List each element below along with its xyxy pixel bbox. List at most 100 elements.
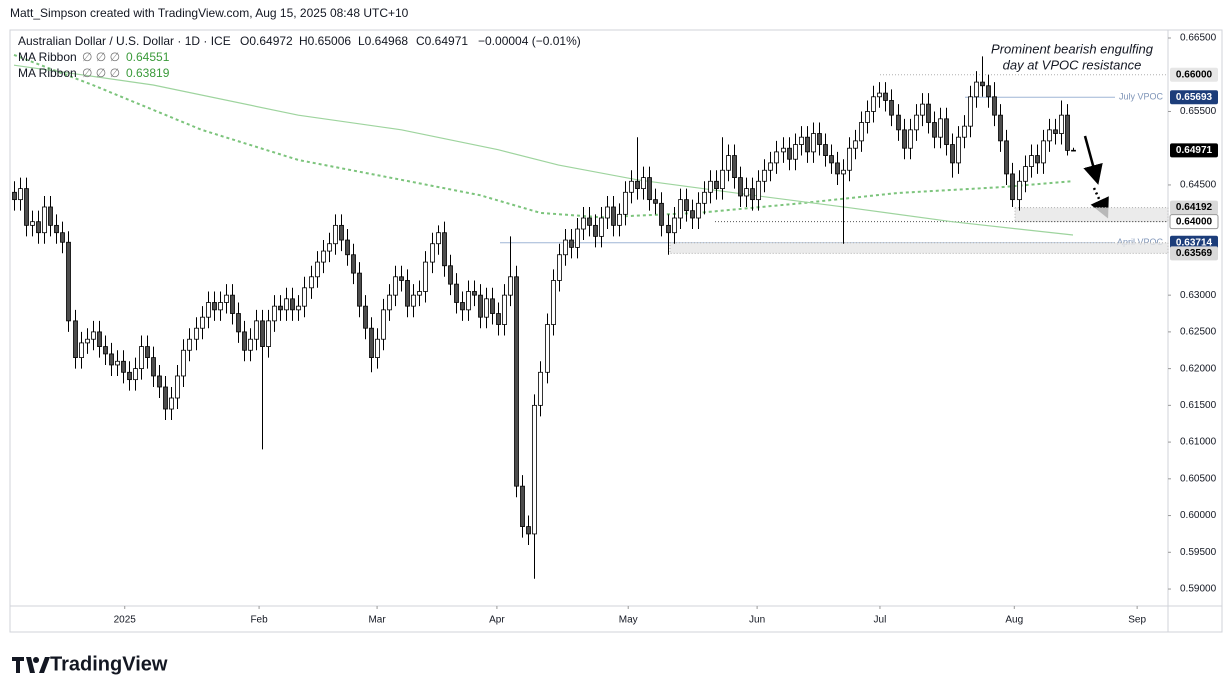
logo-mark <box>12 657 50 673</box>
candle-body <box>538 371 543 406</box>
candle-body <box>54 224 59 234</box>
candle-body <box>387 294 392 311</box>
candle-body <box>466 291 471 311</box>
level-tag: 0.63569 <box>1176 248 1213 259</box>
x-tick-label: Aug <box>1005 615 1023 626</box>
candle-body <box>986 85 991 98</box>
legend-params: ∅ ∅ ∅ <box>82 66 120 80</box>
candle-body <box>309 276 314 289</box>
candle-body <box>393 276 398 296</box>
y-tick-label: 0.63000 <box>1180 290 1217 301</box>
candle-body <box>272 305 277 322</box>
level-tag: 0.64000 <box>1176 216 1213 227</box>
candle-body <box>805 136 810 153</box>
ohlc-low: L0.64968 <box>358 34 408 48</box>
candle-body <box>206 302 211 318</box>
candle-body <box>200 316 205 329</box>
candle-body <box>732 155 737 179</box>
candle-body <box>302 287 307 307</box>
ohlc-open: O0.64972 <box>240 34 293 48</box>
candle-body <box>436 232 441 245</box>
symbol: Australian Dollar / U.S. Dollar · 1D · I… <box>18 34 231 48</box>
x-tick-label: Sep <box>1128 615 1146 626</box>
candle-body <box>454 283 459 303</box>
candle-body <box>1029 155 1034 167</box>
candle-body <box>599 217 604 237</box>
candle-body <box>557 254 562 281</box>
ma-line <box>13 53 1074 219</box>
y-tick-label: 0.64500 <box>1180 180 1217 191</box>
candle-body <box>605 206 610 219</box>
candle-body <box>974 81 979 98</box>
candle-body <box>968 96 973 127</box>
candle-body <box>581 217 586 230</box>
candle-body <box>181 349 186 377</box>
candle-body <box>938 118 943 138</box>
candle-body <box>587 217 592 226</box>
candle-body <box>659 202 664 226</box>
candle-body <box>163 386 168 410</box>
candle-body <box>696 202 701 219</box>
y-tick-label: 0.62500 <box>1180 327 1217 338</box>
last-price-tag: 0.64971 <box>1176 145 1213 156</box>
candle-body <box>472 291 477 296</box>
candle-body <box>871 96 876 112</box>
candle-body <box>121 360 126 373</box>
candle-body <box>908 129 913 149</box>
candle-body <box>60 232 65 243</box>
last-price-tag-bg <box>1170 143 1218 158</box>
candle-body <box>835 162 840 175</box>
zone <box>1014 207 1169 223</box>
candle-body <box>526 526 531 535</box>
candle-body <box>315 261 320 278</box>
candle-body <box>726 155 731 171</box>
candle-body <box>169 397 174 410</box>
candle-body <box>914 114 919 131</box>
candle-body <box>97 331 102 347</box>
candle-body <box>781 147 786 153</box>
candle-body <box>1053 129 1058 134</box>
candle-body <box>575 228 580 248</box>
candle-body <box>12 191 17 201</box>
candle-body <box>484 298 489 318</box>
candle-body <box>363 305 368 329</box>
candle-body <box>787 147 792 160</box>
candle-body <box>920 103 925 116</box>
y-tick-label: 0.62000 <box>1180 363 1217 374</box>
candle-body <box>79 342 84 359</box>
candle-body <box>889 100 894 116</box>
candle-body <box>194 327 199 340</box>
candle-body <box>545 324 550 373</box>
candle-body <box>375 338 380 359</box>
level-tag: 0.64192 <box>1176 202 1213 213</box>
x-tick-label: Mar <box>368 615 386 626</box>
credit: Matt_Simpson created with TradingView.co… <box>10 6 409 20</box>
candle-body <box>508 276 513 296</box>
candle-body <box>266 320 271 347</box>
candle-body <box>793 144 798 160</box>
candle-body <box>460 302 465 311</box>
x-tick-label: Feb <box>250 615 268 626</box>
candle-body <box>902 129 907 149</box>
ma-line <box>13 64 1074 236</box>
candle-body <box>448 265 453 285</box>
candle-body <box>841 169 846 175</box>
candle-body <box>175 375 180 399</box>
zone <box>669 242 1169 254</box>
legend-name: MA Ribbon <box>18 50 77 64</box>
candle-body <box>738 177 743 197</box>
candle-body <box>817 133 822 145</box>
candle-body <box>992 96 997 116</box>
candle-body <box>532 404 537 535</box>
candle-body <box>278 305 283 311</box>
ohlc-high: H0.65006 <box>299 34 351 48</box>
candle-body <box>629 180 634 193</box>
candle-body <box>702 191 707 204</box>
candle-body <box>30 221 35 226</box>
candle-body <box>956 136 961 164</box>
annotation: day at VPOC resistance <box>1003 57 1142 72</box>
candle-body <box>859 122 864 142</box>
candle-body <box>829 155 834 164</box>
ohlc-change: −0.00004 (−0.01%) <box>478 34 581 48</box>
